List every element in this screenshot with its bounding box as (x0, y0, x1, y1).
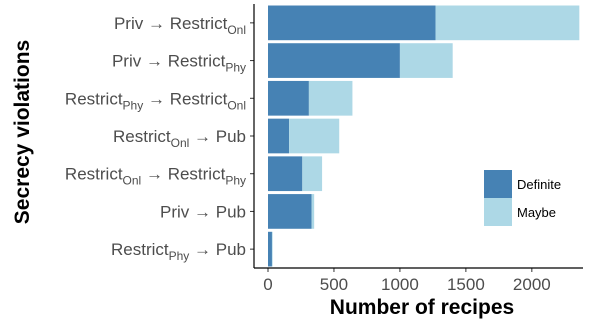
y-tick-label-0: Priv → RestrictOnl (114, 14, 246, 37)
bar-definite-6 (268, 231, 272, 267)
x-tick-label-2: 1000 (381, 275, 419, 294)
y-tick-label-6: RestrictPhy → Pub (111, 240, 246, 263)
bar-definite-2 (268, 80, 309, 116)
y-tick-label-2: RestrictPhy → RestrictOnl (65, 89, 246, 112)
y-tick-label-1: Priv → RestrictPhy (112, 52, 246, 75)
bar-definite-4 (268, 156, 303, 192)
x-tick-label-3: 1500 (447, 275, 485, 294)
bar-maybe-1 (399, 43, 453, 78)
x-ticks: 0 500 1000 1500 2000 (263, 268, 551, 294)
bar-maybe-2 (308, 80, 353, 116)
bar-maybe-6 (271, 231, 273, 267)
legend-label-definite: Definite (517, 177, 561, 192)
legend-label-maybe: Maybe (517, 205, 556, 220)
bar-definite-1 (268, 43, 400, 78)
bar-maybe-5 (311, 194, 315, 229)
bar-maybe-3 (289, 118, 340, 154)
y-axis-title-group: Secrecy violations (11, 40, 34, 224)
y-tick-label-4: RestrictOnl → RestrictPhy (65, 165, 246, 188)
y-tick-label-3: RestrictOnl → Pub (113, 127, 246, 150)
legend: Definite Maybe (484, 170, 561, 226)
bars-group (268, 5, 580, 267)
x-tick-label-1: 500 (320, 275, 348, 294)
x-tick-label-4: 2000 (513, 275, 551, 294)
y-tick-labels: Priv → RestrictOnl Priv → RestrictPhy Rest… (65, 14, 254, 263)
x-tick-label-0: 0 (263, 275, 272, 294)
bar-definite-0 (268, 5, 436, 41)
bar-definite-3 (268, 118, 290, 154)
x-axis-title: Number of recipes (330, 296, 514, 319)
y-axis-title: Secrecy violations (11, 40, 34, 224)
bar-maybe-4 (302, 156, 323, 192)
legend-key-definite (484, 170, 512, 198)
bar-maybe-0 (435, 5, 580, 41)
y-tick-label-5: Priv → Pub (160, 202, 246, 221)
bar-definite-5 (268, 194, 312, 229)
legend-key-maybe (484, 198, 512, 226)
